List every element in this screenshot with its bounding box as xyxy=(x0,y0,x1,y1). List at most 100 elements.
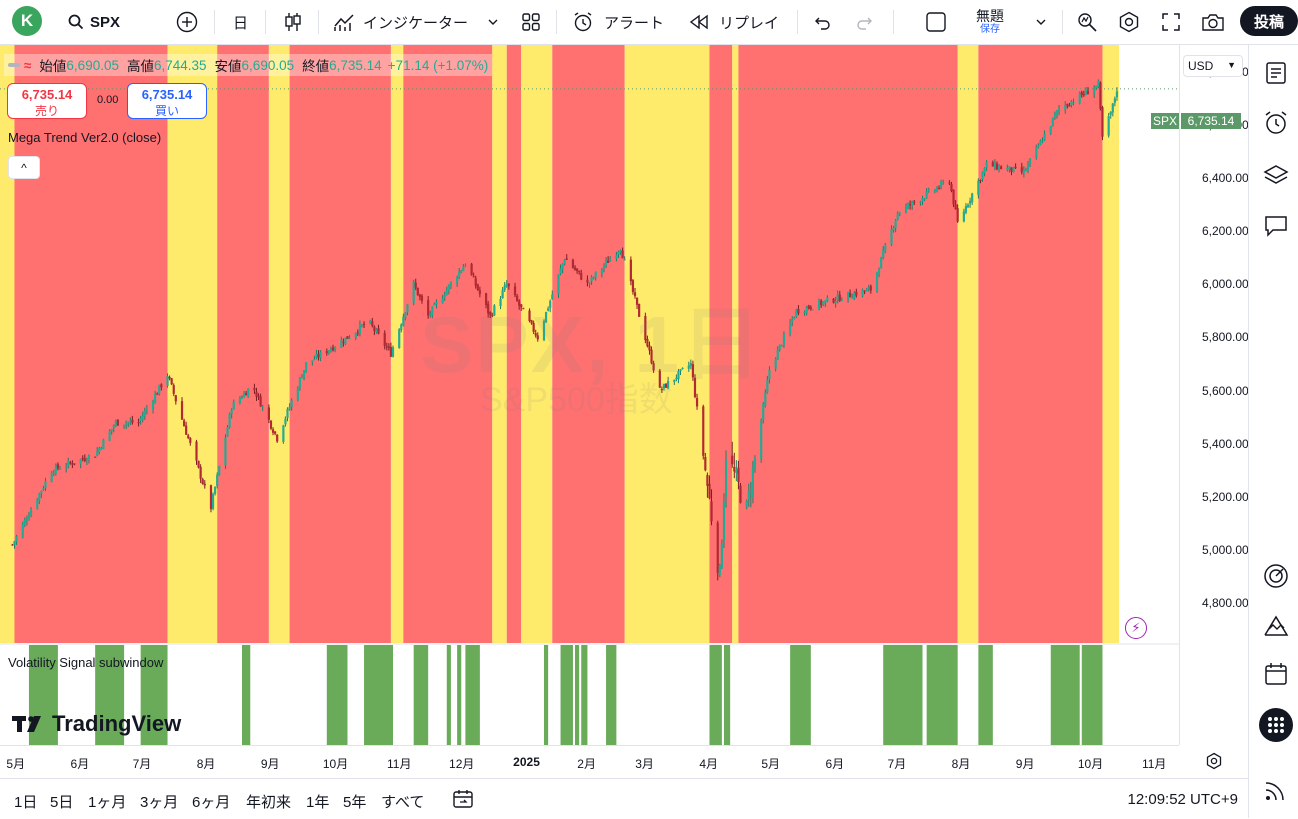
trend-zone-yellow xyxy=(390,45,404,643)
candle-body xyxy=(662,383,666,389)
lightning-icon[interactable]: ⚡ xyxy=(1125,617,1147,639)
drawing-box-button[interactable] xyxy=(925,0,947,44)
chart-canvas[interactable] xyxy=(0,45,1179,745)
open-label: 始値 xyxy=(39,59,67,74)
candle-body xyxy=(544,311,548,322)
quick-search-button[interactable] xyxy=(1076,0,1098,44)
range-button-2[interactable]: 1ヶ月 xyxy=(88,794,127,811)
compare-symbol-button[interactable] xyxy=(176,0,198,44)
candle-body xyxy=(240,397,244,399)
calendar-icon[interactable] xyxy=(1263,661,1289,687)
chart-type-button[interactable] xyxy=(283,0,303,44)
candle-body xyxy=(991,162,994,167)
candle-body xyxy=(503,285,506,291)
layouts-button[interactable] xyxy=(521,0,541,44)
candle-body xyxy=(98,447,101,453)
time-axis-label: 8月 xyxy=(196,757,216,771)
candle-body xyxy=(302,370,306,379)
settings-button[interactable] xyxy=(1118,0,1140,44)
alerts-clock-icon[interactable] xyxy=(1263,110,1289,136)
currency-select[interactable]: USD ▼ xyxy=(1183,55,1243,77)
indicators-icon xyxy=(334,14,354,31)
candle-body xyxy=(993,162,997,168)
layout-name-button[interactable]: 無題 保存 xyxy=(976,0,1004,44)
price-axis[interactable]: 6,800.006,600.006,400.006,200.006,000.00… xyxy=(1179,45,1249,745)
candle-body xyxy=(522,308,525,310)
tradingview-logo[interactable]: TradingView xyxy=(12,711,181,737)
more-apps-button[interactable] xyxy=(1259,708,1293,742)
buy-button[interactable]: 6,735.14 買い xyxy=(127,83,207,119)
candle-body xyxy=(675,378,678,380)
replay-button[interactable]: リプレイ xyxy=(689,0,779,44)
calendar-goto-icon[interactable] xyxy=(452,788,474,810)
price-axis-label: 6,000.00 xyxy=(1202,277,1249,292)
range-button-4[interactable]: 6ヶ月 xyxy=(192,794,231,811)
layout-menu-button[interactable] xyxy=(1036,0,1046,44)
sell-button[interactable]: 6,735.14 売り xyxy=(7,83,87,119)
range-button-7[interactable]: 5年 xyxy=(343,794,367,811)
candle-body xyxy=(644,316,647,341)
range-button-3[interactable]: 3ヶ月 xyxy=(140,794,179,811)
target-icon[interactable] xyxy=(1263,563,1289,589)
range-button-6[interactable]: 1年 xyxy=(306,794,330,811)
snapshot-button[interactable] xyxy=(1201,0,1225,44)
range-button-5[interactable]: 年初来 xyxy=(246,794,292,811)
drag-handle-icon[interactable] xyxy=(8,63,20,67)
indicators-button[interactable]: インジケーター xyxy=(333,0,498,44)
candle-body xyxy=(985,162,988,168)
candle-body xyxy=(590,276,593,282)
time-axis-label: 9月 xyxy=(1015,757,1035,771)
chevron-down-icon xyxy=(1036,19,1046,25)
clock-timezone[interactable]: 12:09:52 UTC+9 xyxy=(1127,791,1239,808)
candle-body xyxy=(50,472,53,483)
candle-body xyxy=(344,337,347,345)
candle-body xyxy=(849,292,852,298)
interval-button[interactable]: 日 xyxy=(233,0,248,44)
candle-body xyxy=(445,289,448,296)
range-button-0[interactable]: 1日 xyxy=(14,794,38,811)
trend-zone-yellow xyxy=(1102,45,1120,643)
time-axis-label: 6月 xyxy=(825,757,845,771)
undo-button[interactable] xyxy=(812,0,832,44)
post-button[interactable]: 投稿 xyxy=(1240,6,1298,36)
time-axis-label: 3月 xyxy=(635,757,654,771)
ideas-icon[interactable] xyxy=(1263,613,1289,639)
signal-feed-icon[interactable] xyxy=(1263,777,1289,803)
alert-button[interactable]: アラート xyxy=(572,0,664,44)
range-button-8[interactable]: すべて xyxy=(381,794,425,811)
symbol-search[interactable]: SPX xyxy=(68,0,120,44)
candle-body xyxy=(691,364,695,378)
redo-button[interactable] xyxy=(855,0,875,44)
collapse-legend-button[interactable]: ^ xyxy=(8,156,40,179)
candle-body xyxy=(1095,85,1098,89)
subwindow-legend[interactable]: Volatility Signal subwindow xyxy=(8,655,164,670)
candle-body xyxy=(145,408,148,412)
indicator-legend[interactable]: Mega Trend Ver2.0 (close) xyxy=(8,130,162,145)
candle-body xyxy=(1099,82,1102,109)
axis-settings-icon[interactable] xyxy=(1205,752,1223,770)
candle-body xyxy=(255,391,258,397)
time-axis[interactable]: 5月 6月 7月 8月 9月 10月 11月 12月 2025 2月 3月 4月 5月 6月 7月 8月 9月 1… xyxy=(0,745,1179,778)
candle-body xyxy=(1006,168,1009,170)
watchlist-icon[interactable] xyxy=(1263,60,1289,86)
candle-body xyxy=(518,301,521,306)
layers-icon[interactable] xyxy=(1263,162,1289,188)
candle-body xyxy=(836,294,839,301)
interval-label: 日 xyxy=(233,14,249,32)
candle-body xyxy=(313,359,316,361)
candle-body xyxy=(664,383,668,388)
candle-body xyxy=(791,319,794,322)
candle-body xyxy=(528,310,531,322)
candle-body xyxy=(720,544,723,569)
user-avatar[interactable]: K xyxy=(12,6,42,36)
range-button-1[interactable]: 5日 xyxy=(50,794,74,811)
wave-icon[interactable]: ≈ xyxy=(24,57,32,73)
chat-icon[interactable] xyxy=(1263,213,1289,239)
fullscreen-button[interactable] xyxy=(1161,0,1181,44)
symbol-label: SPX xyxy=(90,13,121,31)
candle-body xyxy=(561,263,564,270)
candle-body xyxy=(753,458,757,469)
candle-body xyxy=(203,483,206,486)
candle-body xyxy=(83,458,86,461)
candle-body xyxy=(1070,101,1073,106)
